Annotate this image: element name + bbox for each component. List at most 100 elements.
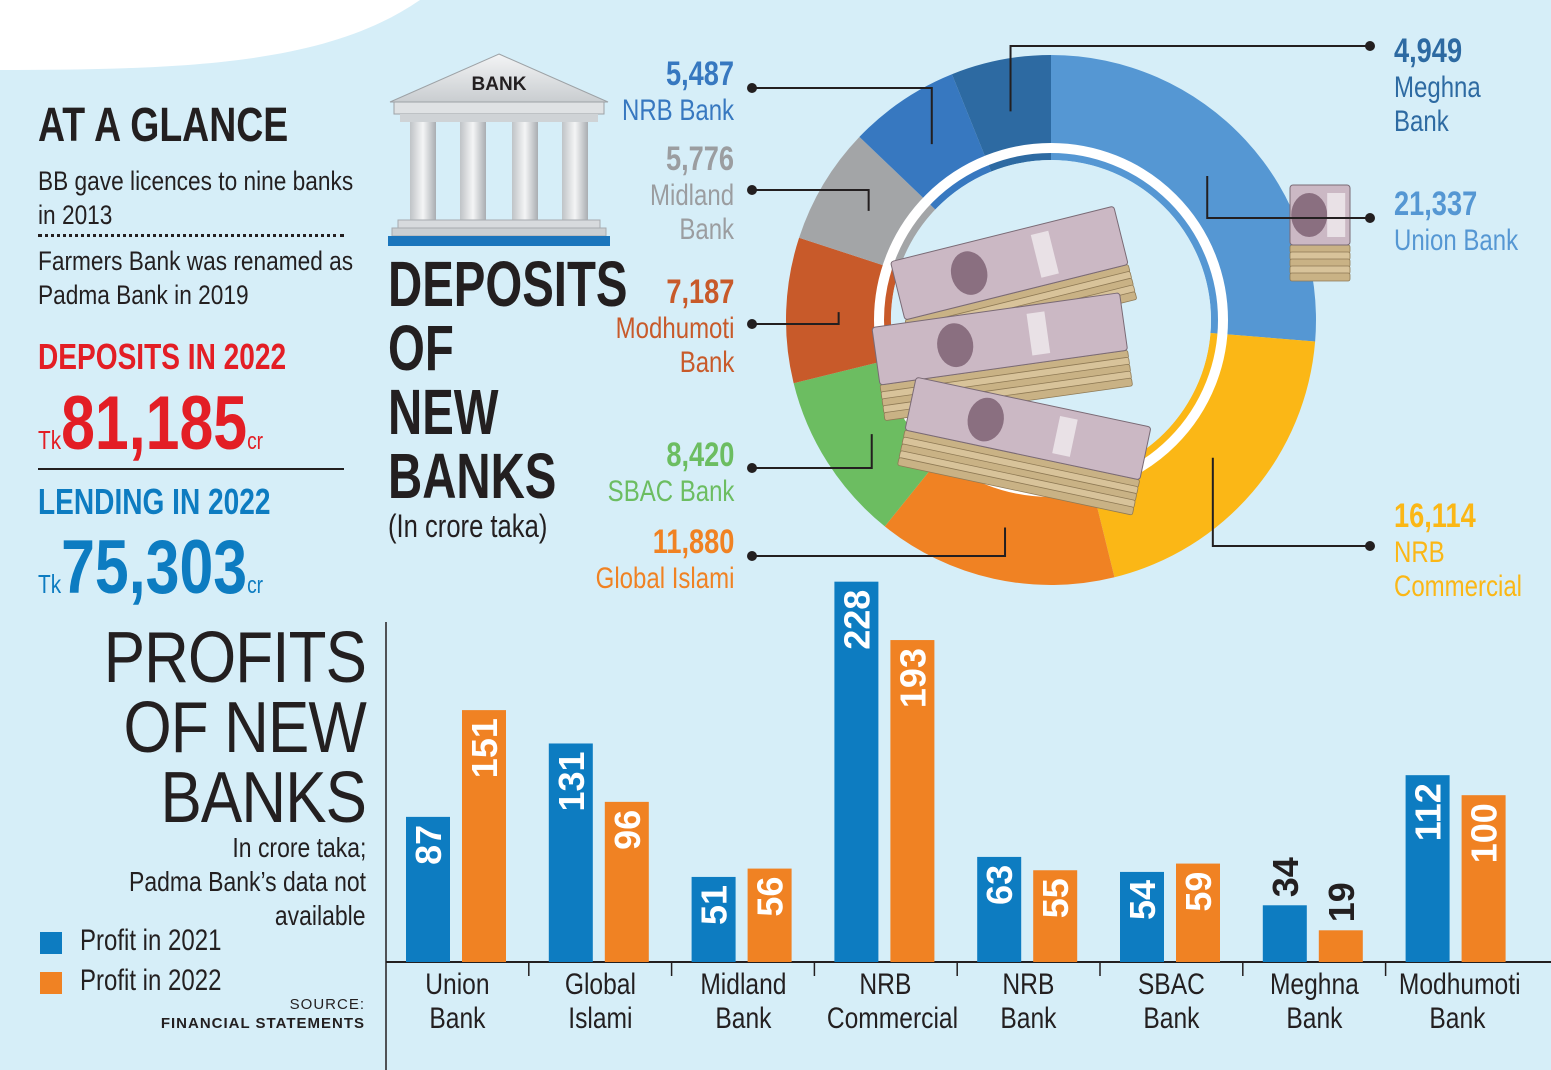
donut-label-meghna-bank: 4,949 Meghna Bank (1394, 32, 1502, 139)
donut-slice-nrb-commercial (1089, 332, 1316, 578)
lending-suffix: cr (247, 572, 264, 599)
donut-name-midland-bank-line2: Bank (679, 213, 734, 246)
glance-fact1-line1: BB gave licences to nine banks (38, 166, 354, 196)
donut-value-midland-bank: 5,776 (665, 140, 734, 178)
leader-dot-global-islami (747, 551, 757, 561)
money-stack-front-edge (897, 457, 1134, 516)
money-stack-front (897, 377, 1151, 516)
lending-2022-label: LENDING IN 2022 (38, 481, 271, 522)
bank-base-bar (388, 236, 610, 246)
leader-line-meghna-bank (1009, 45, 1370, 112)
bar-value-meghna-bank-2022: 19 (1321, 882, 1362, 922)
bar-union-bank-2021 (406, 816, 450, 962)
glance-fact2-line2: Padma Bank in 2019 (38, 280, 249, 310)
donut-value-nrb-commercial: 16,114 (1394, 497, 1476, 535)
x-category-meghna-bank: Meghna Bank (1243, 968, 1386, 1036)
x-category-nrb-commercial: NRB Commercial (814, 968, 959, 1036)
bar-midland-bank-2021 (691, 876, 736, 962)
bank-column-1 (410, 122, 436, 220)
glance-fact1-line2: in 2013 (38, 200, 113, 230)
money-stack-front-band (1052, 415, 1078, 457)
source-label: SOURCE: (289, 996, 365, 1013)
donut-name-midland-bank-line1: Midland (649, 179, 734, 212)
deposits-prefix: Tk (38, 425, 62, 455)
glance-fact2-line1: Farmers Bank was renamed as (38, 246, 354, 276)
donut-value-global-islami: 11,880 (652, 523, 734, 561)
bar-value-sbac-bank-2021: 54 (1122, 880, 1163, 920)
bar-value-nrb-bank-2022: 55 (1035, 878, 1076, 918)
bar-value-nrb-commercial-2021: 228 (836, 590, 877, 650)
x-category-line1: NRB (1002, 968, 1055, 1001)
money-stack-middle-band (1026, 311, 1051, 356)
donut-label-nrb-commercial: 16,114 NRB Commercial (1394, 497, 1551, 604)
money-stack-middle-portrait (937, 323, 974, 368)
donut-label-modhumoti-bank: 7,187 Modhumoti Bank (586, 273, 734, 380)
leader-dot-meghna-bank (1365, 41, 1375, 51)
money-stack-back-face (890, 206, 1129, 320)
bar-nrb-bank-2022 (1033, 870, 1078, 962)
legend-label-2022: Profit in 2022 (80, 964, 222, 997)
source-name: FINANCIAL STATEMENTS (160, 1015, 365, 1032)
deposits-2022-label: DEPOSITS IN 2022 (38, 336, 287, 377)
donut-slice-meghna-bank (951, 55, 1051, 172)
bank-sign: BANK (472, 74, 527, 95)
bar-global-islami-2022 (604, 801, 649, 962)
donut-label-global-islami: 11,880 Global Islami (561, 523, 734, 596)
x-category-union-bank: Union Bank (386, 968, 529, 1036)
bar-nrb-commercial-2021 (834, 581, 879, 962)
x-category-line2: Bank (1143, 1002, 1200, 1035)
bar-value-midland-bank-2021: 51 (694, 885, 735, 925)
money-stack-right-edge (1289, 272, 1351, 282)
bank-building-illustration: BANK (388, 53, 610, 246)
donut-value-meghna-bank: 4,949 (1394, 32, 1463, 70)
bar-value-sbac-bank-2022: 59 (1178, 872, 1219, 912)
bar-value-midland-bank-2022: 56 (750, 877, 791, 917)
leader-line-modhumoti-bank (752, 312, 840, 325)
donut-label-union-bank: 21,337 Union Bank (1394, 185, 1549, 258)
bar-nrb-commercial-2022 (890, 640, 935, 962)
money-stack-back-portrait (950, 251, 988, 295)
leader-dot-modhumoti-bank (747, 319, 757, 329)
x-category-line2: Islami (568, 1002, 633, 1035)
bank-architrave (400, 114, 598, 122)
glance-rule (38, 468, 344, 470)
donut-value-modhumoti-bank: 7,187 (665, 273, 734, 311)
deposits-donut-chart (747, 41, 1375, 585)
bar-nrb-bank-2021 (977, 856, 1022, 962)
money-stack-front-face (905, 377, 1151, 480)
donut-name-modhumoti-bank-line1: Modhumoti (615, 312, 734, 345)
bar-value-modhumoti-bank-2022: 100 (1464, 803, 1505, 863)
bar-midland-bank-2022 (747, 868, 792, 962)
profits-note-line2: Padma Bank’s data not (129, 866, 366, 897)
bar-sbac-bank-2021 (1120, 871, 1164, 962)
profits-title-line2: OF NEW (123, 688, 367, 768)
leader-dot-nrb-commercial (1365, 541, 1375, 551)
profits-note-line3: available (275, 900, 366, 931)
leader-line-sbac-bank (752, 434, 873, 469)
lending-value: 75,303 (61, 525, 248, 610)
dotted-divider (38, 234, 344, 237)
deposits-title-line2: OF (388, 312, 454, 384)
donut-value-nrb-bank: 5,487 (665, 55, 734, 93)
x-category-line2: Bank (1000, 1002, 1057, 1035)
donut-name-nrb-bank-line1: NRB Bank (621, 94, 734, 127)
bar-value-nrb-commercial-2022: 193 (892, 648, 933, 708)
donut-slice-modhumoti-bank (786, 237, 899, 384)
leader-line-global-islami (752, 527, 1007, 557)
x-category-line1: SBAC (1137, 968, 1205, 1001)
money-stack-front-portrait (967, 397, 1004, 442)
lending-prefix: Tk (38, 569, 62, 599)
x-category-line1: Global (564, 968, 636, 1001)
band-curve (0, 0, 1551, 70)
donut-name-sbac-bank-line1: SBAC Bank (607, 475, 734, 508)
x-category-line2: Commercial (827, 1002, 959, 1035)
deposits-subtitle: (In crore taka) (388, 508, 548, 544)
donut-label-nrb-bank: 5,487 NRB Bank (594, 55, 734, 128)
x-category-line2: Bank (1428, 1002, 1486, 1035)
bar-value-union-bank-2022: 151 (464, 718, 505, 778)
bar-value-union-bank-2021: 87 (408, 825, 449, 865)
deposits-suffix: cr (247, 428, 264, 455)
top-background-band (0, 0, 1551, 70)
donut-slice-union-bank (1051, 55, 1316, 342)
